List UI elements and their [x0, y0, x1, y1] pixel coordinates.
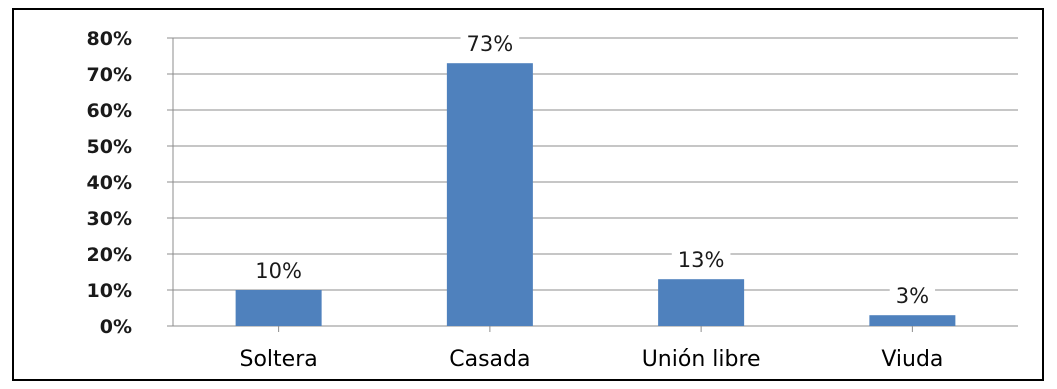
data-label-background [671, 248, 731, 273]
data-label: 3% [896, 284, 929, 308]
y-tick-label: 70% [87, 64, 132, 86]
bar-2 [658, 279, 745, 326]
y-tick-label: 50% [87, 136, 132, 158]
x-category-label: Soltera [240, 347, 318, 372]
bar-0 [235, 290, 322, 326]
y-tick-label: 10% [87, 280, 132, 302]
y-tick-label: 0% [100, 316, 132, 338]
y-tick-label: 40% [87, 172, 132, 194]
y-tick-label: 60% [87, 100, 132, 122]
bar-3 [869, 315, 956, 326]
y-tick-label: 30% [87, 208, 132, 230]
x-category-label: Unión libre [642, 347, 761, 372]
x-category-label: Viuda [881, 347, 943, 372]
bar-1 [446, 63, 533, 326]
data-label: 73% [467, 32, 514, 56]
y-tick-label: 20% [87, 244, 132, 266]
data-label: 10% [255, 259, 302, 283]
data-label: 13% [678, 248, 725, 272]
data-label-background [460, 32, 520, 57]
data-label-background [889, 284, 936, 309]
data-label-background [249, 259, 308, 283]
y-tick-label: 80% [87, 28, 132, 50]
x-category-label: Casada [449, 347, 530, 372]
